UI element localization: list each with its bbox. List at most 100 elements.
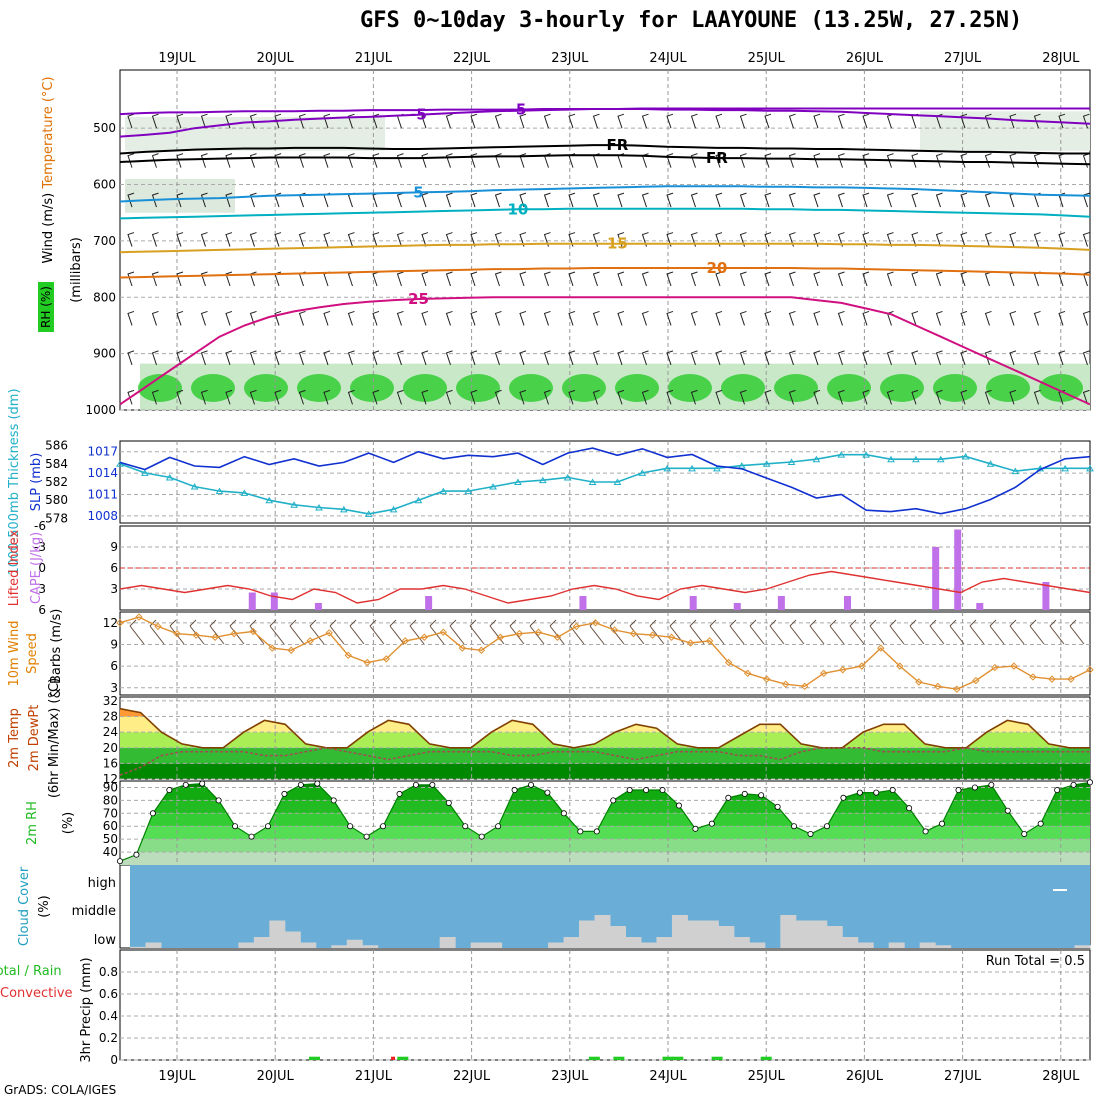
- wind-barb: [225, 192, 233, 208]
- rh-line: [119, 781, 1091, 862]
- wind-barb: [494, 310, 502, 326]
- rh-legend-label: RH (%): [39, 286, 53, 328]
- date-label-bottom: 28JUL: [1042, 1069, 1080, 1084]
- wind-speed-marker: [135, 613, 143, 621]
- wind-speed-marker: [953, 685, 961, 693]
- wind-barb: [519, 192, 527, 208]
- temp-tick-label: 20: [103, 741, 118, 755]
- wind-barb: [1082, 350, 1090, 366]
- wind-barb: [1082, 389, 1090, 405]
- wind-barb: [911, 271, 919, 287]
- wind-speed-line: [119, 616, 1091, 690]
- wind-barb-10m: [889, 619, 905, 645]
- rh-tick-label: 80: [103, 793, 118, 807]
- wind-barb: [347, 113, 355, 129]
- cape-bar: [954, 529, 962, 610]
- wind-barb: [494, 232, 502, 247]
- wind-barb: [813, 113, 821, 129]
- wind-barb: [151, 271, 159, 287]
- isotherm-label: 5: [413, 183, 423, 201]
- precip-bar-total: [397, 1056, 409, 1060]
- rh-marker: [955, 787, 962, 794]
- wind-barb: [960, 350, 968, 366]
- wind-barb: [568, 350, 576, 366]
- rh-blob: [880, 374, 924, 402]
- wind-barb: [249, 350, 257, 366]
- wind-barb-10m: [509, 619, 525, 645]
- cloud-low-bar: [269, 920, 286, 948]
- wind-barb: [1082, 310, 1090, 326]
- rh-marker: [741, 790, 748, 797]
- wind-barb: [421, 310, 429, 326]
- wind-barb-10m: [849, 619, 865, 645]
- wind-barb: [764, 113, 772, 129]
- cloud-low-bar: [935, 945, 952, 948]
- slp-tick-label: 1008: [87, 509, 118, 523]
- rh-marker: [199, 780, 206, 787]
- rh-marker: [347, 823, 354, 830]
- wind-barb: [470, 271, 478, 287]
- wind-barb: [984, 113, 992, 129]
- temp-band: [120, 747, 1090, 764]
- wind-barb: [421, 271, 429, 287]
- wind-barb: [886, 350, 894, 366]
- wind-barb: [347, 153, 355, 168]
- rh-marker: [626, 787, 633, 794]
- wind-barb: [176, 113, 184, 129]
- wind-speed-marker: [363, 658, 371, 667]
- wind-barb-10m: [449, 619, 465, 645]
- wind-speed-marker: [439, 628, 448, 636]
- wind-barb: [617, 271, 625, 287]
- li-ylabel: Lifted Index: [7, 529, 22, 606]
- wind-speed-marker: [896, 662, 904, 670]
- precip-bar-total: [672, 1056, 684, 1060]
- rh-marker: [396, 790, 403, 797]
- rh-blob: [827, 374, 871, 402]
- wind-barb: [690, 113, 698, 129]
- pressure-tick-label: 600: [93, 178, 116, 192]
- wind-barb: [715, 389, 723, 405]
- precip-bar-total: [613, 1056, 625, 1060]
- wind-speed-marker: [116, 619, 124, 627]
- cloud-low-bar: [687, 920, 704, 948]
- wind-barb: [470, 192, 478, 208]
- wind-barb: [396, 310, 404, 326]
- wind-barb-10m: [989, 619, 1005, 645]
- cloud-low-bar: [486, 942, 503, 948]
- wind-barb: [470, 310, 478, 326]
- wind-barb: [1009, 192, 1017, 208]
- cloud-low-bar: [656, 937, 673, 948]
- wind-barb-10m: [269, 619, 285, 645]
- axis-label-part: Wind (m/s): [41, 189, 56, 264]
- thickness-marker: [887, 455, 895, 463]
- rh-legend-swatch: [38, 282, 54, 332]
- precip-tick-label: 0.4: [99, 1009, 118, 1023]
- panel-frame-1: [119, 440, 1091, 524]
- wind-barb: [837, 153, 845, 168]
- wind-barb: [494, 113, 502, 129]
- temp-band: [120, 732, 1090, 748]
- rh-marker: [117, 858, 124, 865]
- rh-tick-label: 40: [103, 845, 118, 859]
- wind-barb: [911, 153, 919, 168]
- rh-band: [120, 839, 1090, 853]
- cloud-level-label: high: [88, 876, 116, 891]
- wind-barb: [617, 192, 625, 208]
- wind-barb: [690, 192, 698, 208]
- isotherm-label: -5: [410, 106, 427, 124]
- wind-barb: [372, 389, 380, 405]
- dewpoint-line: [119, 746, 1090, 776]
- wind-barb: [323, 310, 331, 326]
- wind-barb: [421, 153, 429, 168]
- wind-barb: [592, 310, 600, 326]
- wind-barb: [1009, 271, 1017, 287]
- wind-barb-10m: [469, 619, 485, 645]
- slp-tick-label: 1017: [87, 445, 118, 459]
- thickness-marker: [812, 455, 821, 463]
- precip-tick-label: 0.2: [99, 1031, 118, 1045]
- wind-speed-marker: [230, 629, 238, 638]
- wind-barb: [886, 232, 894, 247]
- wind-speed-marker: [553, 633, 562, 641]
- wind-barb: [715, 113, 723, 129]
